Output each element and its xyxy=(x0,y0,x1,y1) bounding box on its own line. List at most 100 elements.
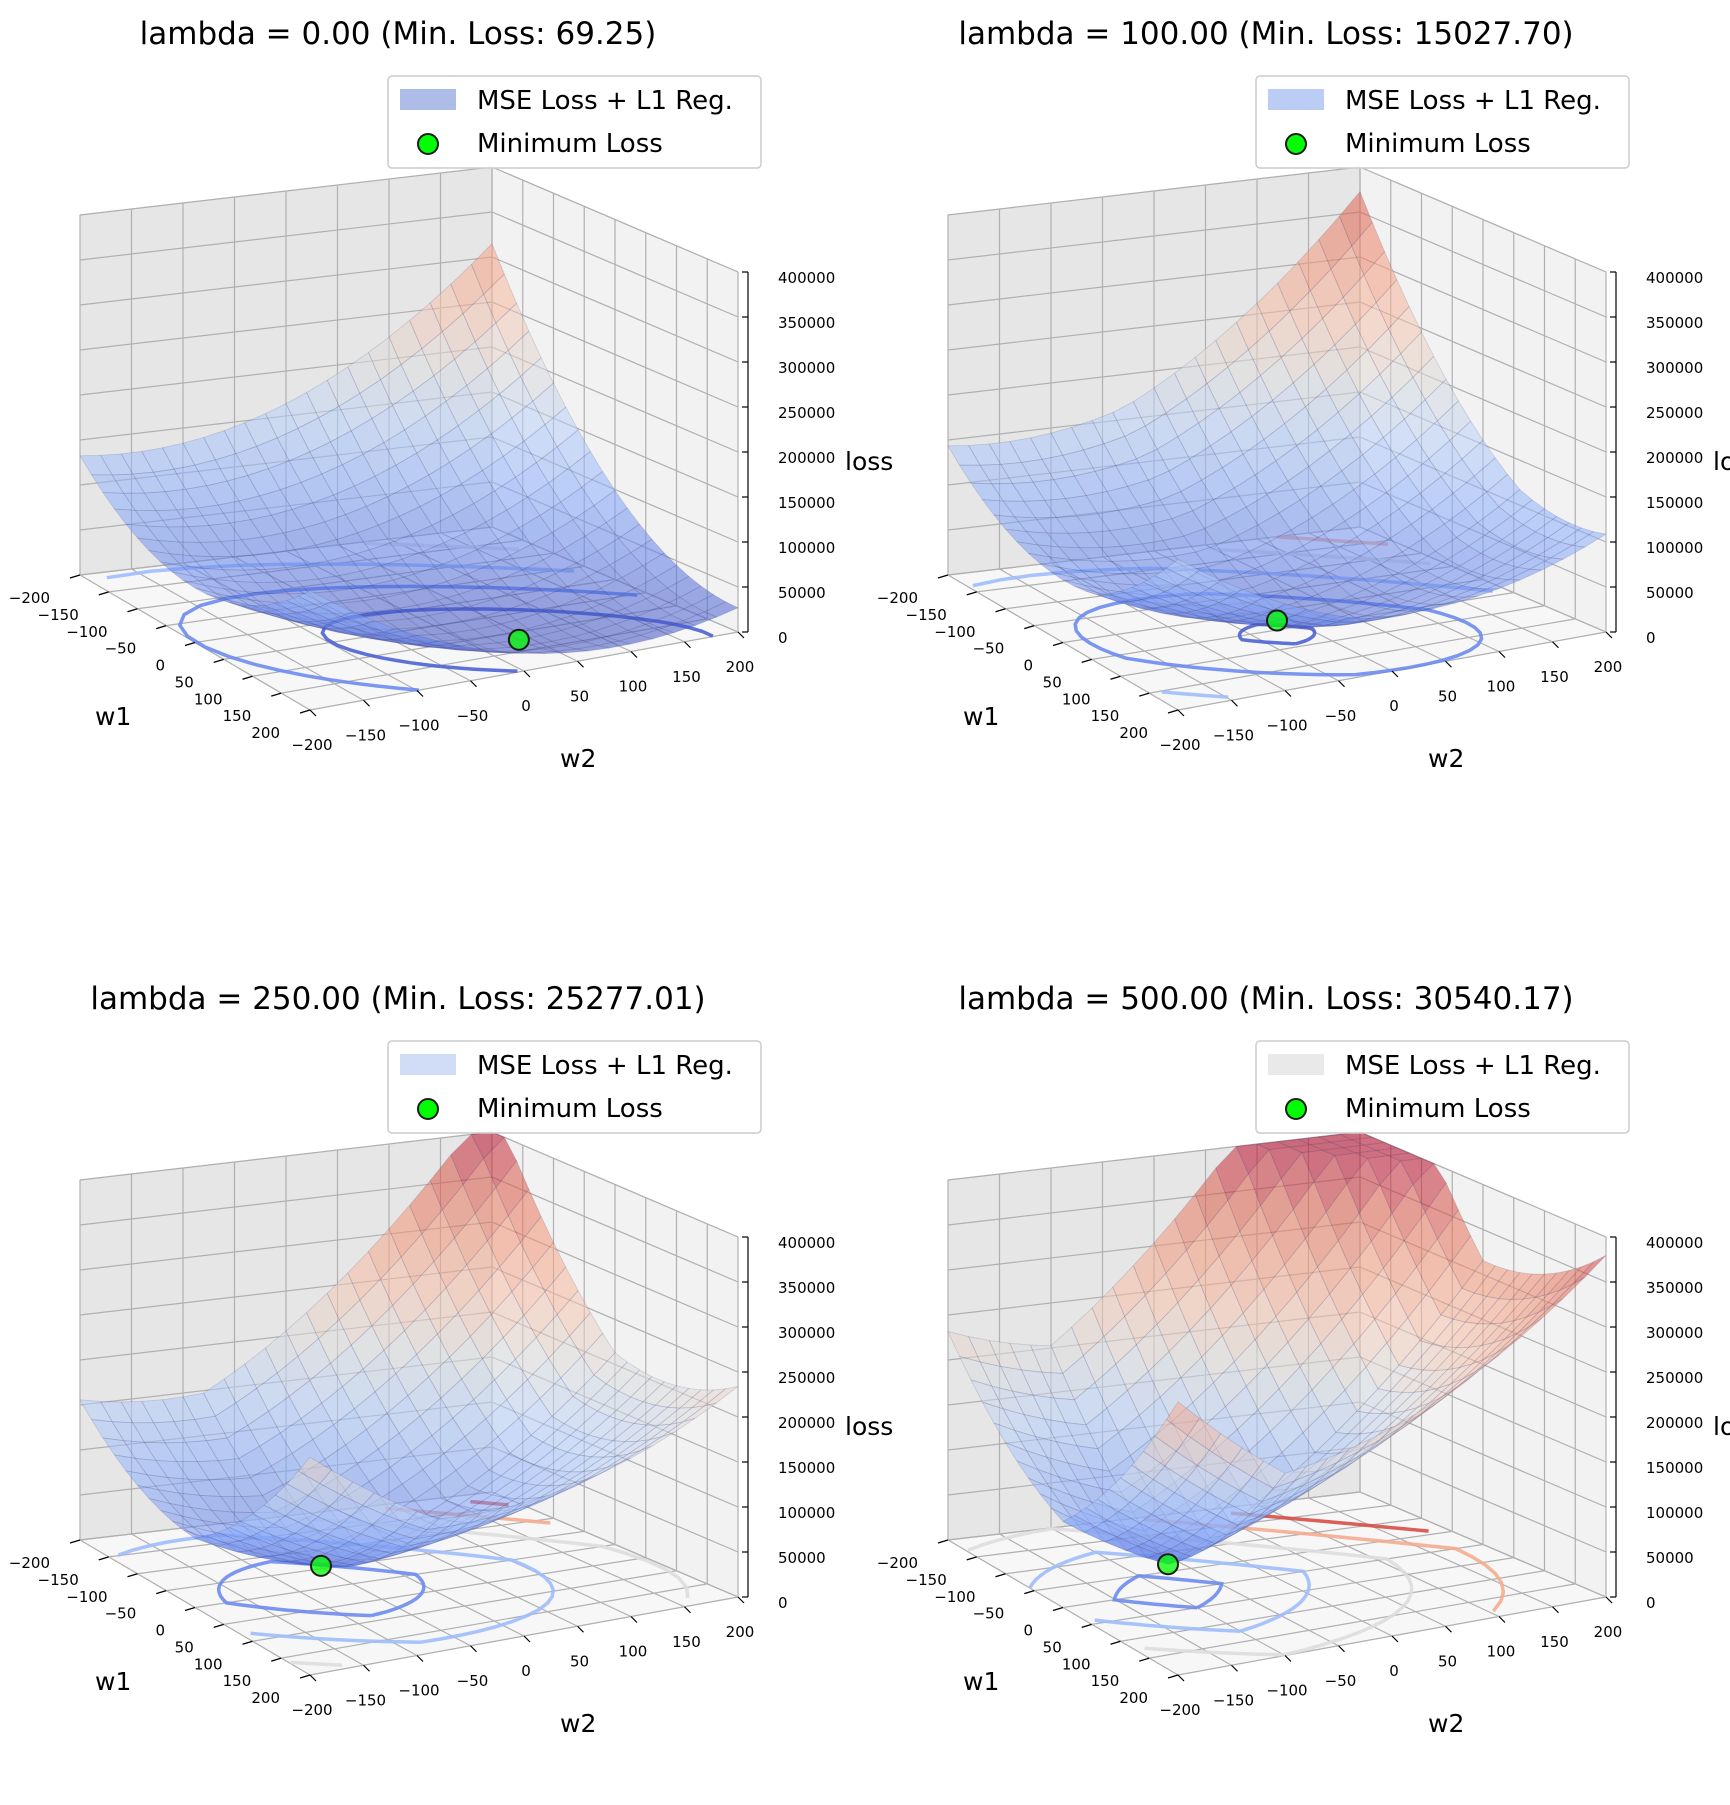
surface-facet xyxy=(318,601,354,617)
w1-tick-mark xyxy=(271,692,282,697)
legend-surface-swatch xyxy=(1268,1054,1324,1075)
w1-tick-label: 0 xyxy=(1023,657,1033,675)
z-axis-label: loss xyxy=(1713,447,1730,476)
grid-line xyxy=(79,166,493,216)
w1-tick-mark xyxy=(966,1556,977,1561)
w1-tick-label: 150 xyxy=(223,707,252,725)
plot-title: lambda = 250.00 (Min. Loss: 25277.01) xyxy=(90,981,705,1017)
grid-line xyxy=(491,1491,739,1598)
grid-line xyxy=(491,301,739,408)
w1-tick-label: 50 xyxy=(1043,1638,1062,1656)
w1-tick-label: −50 xyxy=(105,640,137,658)
grid-line xyxy=(1359,166,1607,273)
surface-facet xyxy=(1401,1401,1436,1428)
w1-tick-mark xyxy=(299,709,311,714)
w2-tick-mark xyxy=(1445,660,1452,668)
legend-box xyxy=(1255,1040,1630,1134)
surface-facet xyxy=(1165,558,1201,580)
w2-axis-label: w2 xyxy=(560,1709,596,1738)
w2-tick-mark xyxy=(1284,1655,1292,1662)
w1-tick-label: 50 xyxy=(175,673,194,691)
minimum-point xyxy=(1157,1553,1179,1576)
surface-facet xyxy=(1572,1255,1607,1285)
w2-tick-label: −100 xyxy=(1266,1682,1307,1700)
surface-facet xyxy=(297,590,333,608)
w1-tick-label: 150 xyxy=(1091,707,1120,725)
surface-facet xyxy=(512,652,546,654)
legend-label-minimum: Minimum Loss xyxy=(1345,1094,1531,1124)
w2-tick-label: −50 xyxy=(1325,707,1357,725)
loss-surface xyxy=(947,190,1608,628)
w2-tick-mark xyxy=(1338,680,1345,688)
w2-tick-mark xyxy=(1284,690,1292,697)
surface-facet xyxy=(404,1510,440,1531)
surface-facet xyxy=(405,635,439,644)
w1-tick-label: −200 xyxy=(877,1554,918,1572)
w2-tick-label: −150 xyxy=(1213,1691,1254,1709)
w2-tick-label: 50 xyxy=(570,1652,589,1670)
surface-facet xyxy=(638,628,676,640)
w2-tick-mark xyxy=(684,641,691,649)
subplot-2: lambda = 100.00 (Min. Loss: 15027.70) 0 50… xyxy=(877,16,1730,773)
surface-facet xyxy=(1165,1401,1200,1437)
w1-tick-label: 50 xyxy=(1043,673,1062,691)
w1-tick-label: 0 xyxy=(1023,1622,1033,1640)
w2-tick-mark xyxy=(1177,709,1185,717)
w1-tick-label: 200 xyxy=(1119,724,1148,742)
legend-box xyxy=(387,75,762,169)
w2-tick-label: 100 xyxy=(619,678,648,696)
grid-line xyxy=(223,1557,646,1625)
w2-tick-label: 200 xyxy=(1594,1623,1623,1641)
w2-tick-label: 50 xyxy=(570,687,589,705)
w2-tick-mark xyxy=(1605,1596,1613,1604)
w1-tick-label: 100 xyxy=(1062,690,1091,708)
w2-tick-mark xyxy=(1177,1674,1185,1682)
w1-tick-label: −100 xyxy=(934,623,975,641)
legend-box xyxy=(1255,75,1630,169)
surface-facet xyxy=(361,1492,397,1515)
plot-title: lambda = 100.00 (Min. Loss: 15027.70) xyxy=(958,16,1573,52)
w1-tick-label: −150 xyxy=(906,1571,947,1589)
w2-axis-label: w2 xyxy=(560,744,596,773)
w2-tick-label: −150 xyxy=(1213,726,1254,744)
w1-tick-label: −50 xyxy=(973,1605,1005,1623)
surface-facet xyxy=(1508,568,1542,581)
w1-tick-label: −100 xyxy=(66,623,107,641)
surface-facet xyxy=(1507,1318,1543,1347)
z-axis-label: loss xyxy=(1713,1412,1730,1441)
surface-facet xyxy=(704,1385,739,1407)
w1-tick-mark xyxy=(1167,709,1179,714)
w1-tick-mark xyxy=(1139,692,1150,697)
w1-tick-label: −100 xyxy=(934,1588,975,1606)
grid-line xyxy=(281,1583,708,1659)
w2-tick-label: 50 xyxy=(1438,1652,1457,1670)
surface-facet xyxy=(361,620,397,633)
z-tick-label: 400000 xyxy=(778,269,835,287)
legend: MSE Loss + L1 Reg. Minimum Loss xyxy=(1255,1040,1630,1134)
surface-facet xyxy=(1337,1438,1371,1463)
w2-tick-mark xyxy=(577,660,584,668)
w1-tick-mark xyxy=(1110,1640,1121,1645)
w2-tick-mark xyxy=(470,680,477,688)
legend-surface-swatch xyxy=(400,89,456,110)
surface-facet xyxy=(1315,1448,1350,1473)
grid-line xyxy=(947,256,1361,306)
grid-line xyxy=(491,1131,739,1238)
z-tick-label: 0 xyxy=(1646,1594,1656,1612)
grid-line xyxy=(79,211,493,261)
w2-tick-mark xyxy=(523,1635,531,1643)
w1-tick-mark xyxy=(1024,625,1035,630)
w1-tick-mark xyxy=(271,1657,282,1662)
w2-tick-mark xyxy=(1498,1616,1506,1623)
grid-line xyxy=(1256,1503,1500,1618)
w1-tick-label: −50 xyxy=(973,640,1005,658)
w2-tick-mark xyxy=(1498,651,1506,658)
w2-tick-label: 200 xyxy=(726,658,755,676)
z-tick-label: 100000 xyxy=(1646,539,1703,557)
w1-tick-label: 0 xyxy=(155,1622,165,1640)
surface-facet xyxy=(382,628,419,639)
z-tick-label: 250000 xyxy=(1646,404,1703,422)
w1-tick-mark xyxy=(98,1556,109,1561)
z-tick-label: 200000 xyxy=(778,449,835,467)
legend-box xyxy=(387,1040,762,1134)
